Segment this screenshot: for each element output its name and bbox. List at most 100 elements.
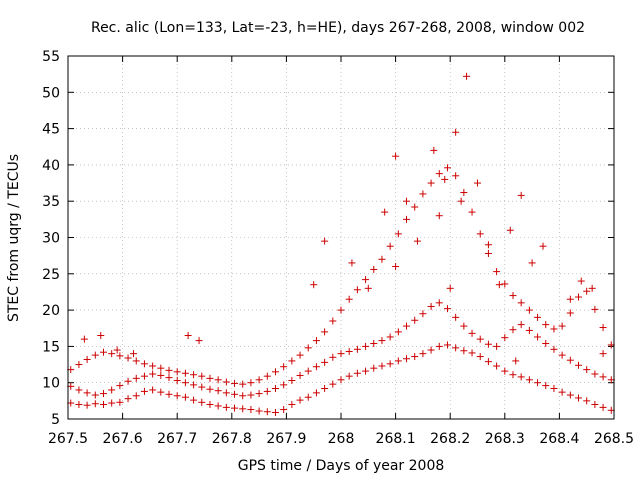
data-point <box>435 342 443 350</box>
data-point <box>460 347 468 355</box>
grid <box>68 56 614 419</box>
data-point <box>304 393 312 401</box>
data-point <box>476 335 484 343</box>
data-point <box>583 397 591 405</box>
data-point <box>99 390 107 398</box>
data-point <box>198 372 206 380</box>
data-point <box>80 335 88 343</box>
data-point <box>132 357 140 365</box>
data-point <box>550 325 558 333</box>
data-point <box>222 403 230 411</box>
data-point <box>534 379 542 387</box>
data-point <box>370 364 378 372</box>
data-point <box>378 362 386 370</box>
x-tick-label: 268.1 <box>376 431 416 447</box>
data-point <box>312 337 320 345</box>
data-point <box>558 322 566 330</box>
data-point <box>463 72 471 80</box>
data-point <box>452 172 460 180</box>
data-point <box>558 388 566 396</box>
data-point <box>321 385 329 393</box>
data-point <box>427 302 435 310</box>
data-point <box>468 349 476 357</box>
data-point <box>575 394 583 402</box>
data-point <box>206 374 214 382</box>
y-tick-label: 45 <box>42 122 60 138</box>
x-tick-label: 267.7 <box>157 431 197 447</box>
data-point <box>312 389 320 397</box>
data-point <box>337 376 345 384</box>
data-point <box>124 377 132 385</box>
y-tick-label: 40 <box>42 158 60 174</box>
data-point <box>321 358 329 366</box>
data-point <box>468 208 476 216</box>
data-point <box>165 390 173 398</box>
data-point <box>493 342 501 350</box>
data-point <box>247 406 255 414</box>
data-point <box>517 191 525 199</box>
data-point <box>337 350 345 358</box>
data-points <box>67 72 615 416</box>
data-point <box>124 395 132 403</box>
data-point <box>149 370 157 378</box>
data-point <box>288 357 296 365</box>
y-tick-label: 10 <box>42 376 60 392</box>
data-point <box>280 363 288 371</box>
data-point <box>91 391 99 399</box>
data-point <box>542 382 550 390</box>
data-point <box>446 284 454 292</box>
y-axis-label: STEC from uqrg / TECUs <box>6 154 22 322</box>
y-tick-label: 50 <box>42 85 60 101</box>
data-point <box>198 383 206 391</box>
data-point <box>484 241 492 249</box>
data-point <box>184 332 192 340</box>
data-point <box>386 333 394 341</box>
data-point <box>435 170 443 178</box>
data-point <box>534 333 542 341</box>
data-point <box>542 321 550 329</box>
data-point <box>566 309 574 317</box>
data-point <box>222 378 230 386</box>
data-point <box>157 371 165 379</box>
data-point <box>484 249 492 257</box>
data-point <box>501 280 509 288</box>
data-point <box>157 388 165 396</box>
data-point <box>403 322 411 330</box>
data-point <box>588 284 596 292</box>
data-point <box>430 146 438 154</box>
data-point <box>394 328 402 336</box>
data-point <box>534 313 542 321</box>
data-point <box>525 326 533 334</box>
data-point <box>370 265 378 273</box>
data-point <box>435 299 443 307</box>
data-point <box>222 389 230 397</box>
data-point <box>599 403 607 411</box>
data-point <box>427 179 435 187</box>
data-point <box>599 373 607 381</box>
data-point <box>501 334 509 342</box>
data-point <box>452 344 460 352</box>
data-point <box>247 379 255 387</box>
data-point <box>198 398 206 406</box>
data-point <box>517 321 525 329</box>
data-point <box>386 360 394 368</box>
data-point <box>378 255 386 263</box>
data-point <box>132 374 140 382</box>
data-point <box>411 316 419 324</box>
data-point <box>304 367 312 375</box>
data-point <box>443 341 451 349</box>
x-tick-label: 268.3 <box>485 431 525 447</box>
data-point <box>173 377 181 385</box>
data-point <box>476 230 484 238</box>
data-point <box>157 364 165 372</box>
data-point <box>460 188 468 196</box>
data-point <box>190 371 198 379</box>
data-point <box>75 400 83 408</box>
data-point <box>116 352 124 360</box>
data-point <box>419 350 427 358</box>
data-point <box>97 332 105 340</box>
data-point <box>296 371 304 379</box>
data-point <box>484 340 492 348</box>
data-point <box>550 385 558 393</box>
data-point <box>411 203 419 211</box>
